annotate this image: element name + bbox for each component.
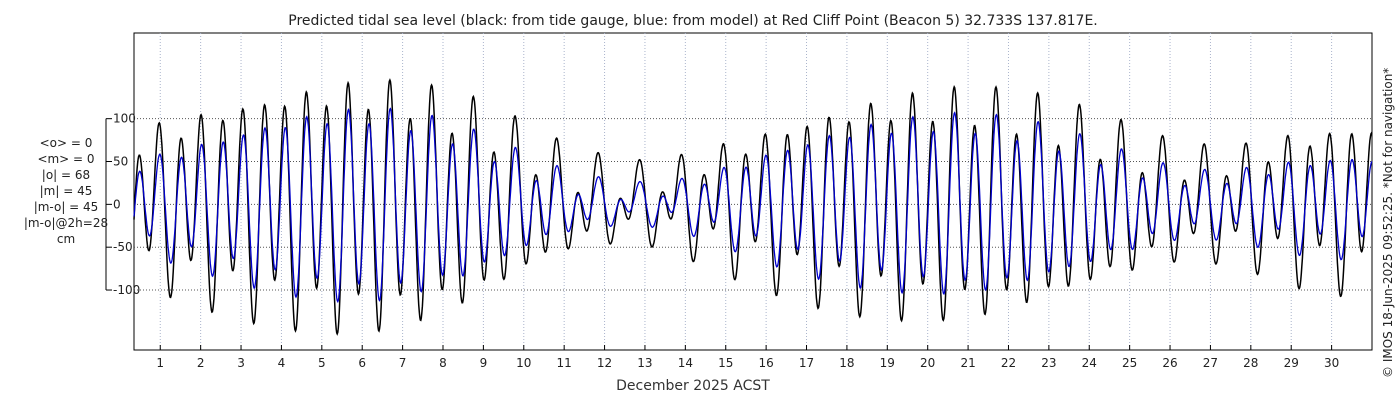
- x-tick-label: 29: [1284, 356, 1299, 370]
- x-tick-label: 9: [480, 356, 488, 370]
- x-tick-label: 6: [358, 356, 366, 370]
- x-tick-label: 18: [839, 356, 854, 370]
- y-tick-label: 100: [113, 112, 136, 126]
- stat-line: <m> = 0: [37, 152, 94, 166]
- x-tick-label: 11: [557, 356, 572, 370]
- y-tick-label: -50: [113, 240, 133, 254]
- x-tick-label: 12: [597, 356, 612, 370]
- y-tick-label: -100: [113, 283, 140, 297]
- stat-line: cm: [57, 232, 75, 246]
- x-tick-label: 1: [156, 356, 164, 370]
- stat-line: |m-o| = 45: [34, 200, 99, 214]
- stat-line: <o> = 0: [40, 136, 93, 150]
- x-tick-label: 4: [278, 356, 286, 370]
- x-tick-label: 7: [399, 356, 407, 370]
- x-tick-label: 3: [237, 356, 245, 370]
- plot-frame: [133, 32, 1373, 351]
- x-tick-label: 15: [718, 356, 733, 370]
- stat-line: |m| = 45: [40, 184, 93, 198]
- x-tick-label: 8: [439, 356, 447, 370]
- x-tick-label: 30: [1324, 356, 1339, 370]
- stat-line: |m-o|@2h=28: [24, 216, 108, 230]
- x-tick-label: 23: [1041, 356, 1056, 370]
- x-tick-label: 5: [318, 356, 326, 370]
- x-tick-label: 22: [1001, 356, 1016, 370]
- y-axis: 100 50 0 -50 -100: [105, 112, 140, 297]
- x-tick-label: 17: [799, 356, 814, 370]
- chart-title: Predicted tidal sea level (black: from t…: [288, 13, 1098, 29]
- x-tick-label: 24: [1082, 356, 1097, 370]
- x-tick-label: 14: [678, 356, 693, 370]
- x-tick-label: 21: [960, 356, 975, 370]
- x-tick-label: 27: [1203, 356, 1218, 370]
- y-tick-label: 50: [113, 155, 128, 169]
- x-axis-label: December 2025 ACST: [616, 378, 770, 394]
- x-tick-label: 16: [758, 356, 773, 370]
- x-tick-label: 25: [1122, 356, 1137, 370]
- series-group: [133, 78, 1373, 336]
- y-tick-label: 0: [113, 197, 121, 211]
- x-axis: 1 2 3 4 5 6 7 8 9 10 11 12 13 14 15 16 17 18 19 20 21 22 23 24 2…: [156, 345, 1339, 370]
- x-tick-label: 26: [1162, 356, 1177, 370]
- grid: [134, 33, 1372, 350]
- series-line-model: [133, 107, 1373, 304]
- x-tick-label: 13: [637, 356, 652, 370]
- x-tick-label: 20: [920, 356, 935, 370]
- stat-line: |o| = 68: [42, 168, 90, 182]
- x-tick-label: 28: [1243, 356, 1258, 370]
- x-tick-label: 2: [197, 356, 205, 370]
- credit-text: © IMOS 18-Jun-2025 09:52:25. *Not for na…: [1381, 68, 1395, 378]
- x-tick-label: 19: [880, 356, 895, 370]
- stats-box: <o> = 0 <m> = 0 |o| = 68 |m| = 45 |m-o| = 45…: [24, 136, 108, 246]
- x-tick-label: 10: [516, 356, 531, 370]
